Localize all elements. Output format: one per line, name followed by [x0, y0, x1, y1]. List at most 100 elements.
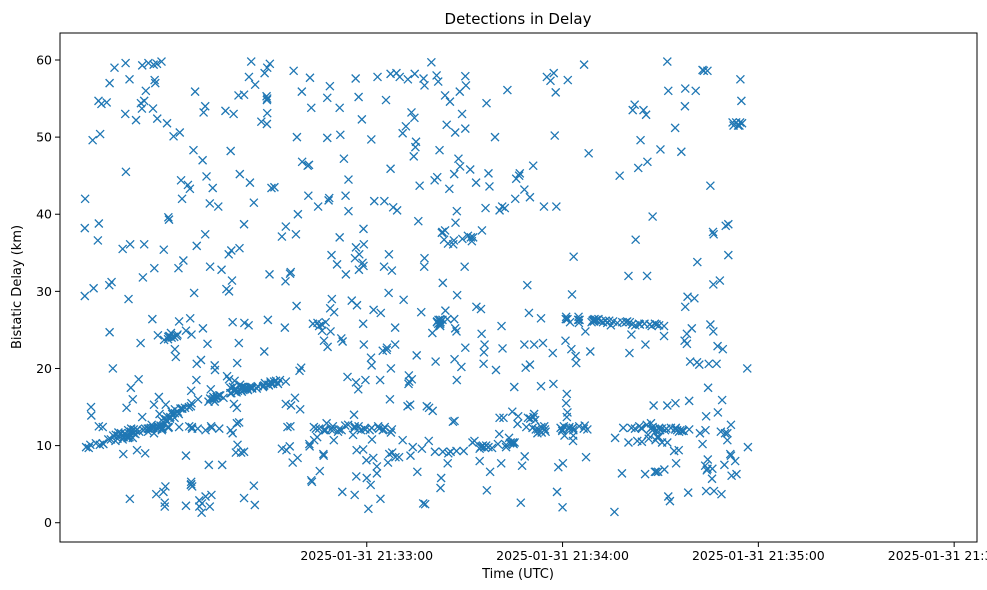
data-point: [493, 439, 503, 449]
data-point: [206, 490, 216, 500]
data-point: [244, 320, 254, 330]
data-point: [433, 77, 443, 87]
data-point: [386, 364, 396, 373]
data-point: [263, 315, 273, 325]
data-point: [359, 224, 368, 234]
data-point: [224, 374, 234, 384]
data-point: [205, 262, 215, 272]
data-point: [722, 435, 732, 445]
x-tick-label: 2025-01-31 21:33:00: [300, 548, 433, 563]
data-point: [349, 410, 359, 420]
data-point: [134, 374, 144, 384]
data-point: [709, 486, 719, 496]
data-point: [375, 375, 385, 385]
data-point: [451, 218, 460, 228]
data-point: [321, 317, 331, 327]
data-point: [444, 184, 454, 194]
x-tick-label: 2025-01-31 21:36:00: [888, 548, 987, 563]
data-point: [457, 109, 467, 119]
data-point: [622, 316, 632, 326]
data-point: [193, 394, 203, 404]
data-point: [703, 455, 713, 464]
data-point: [259, 347, 269, 356]
data-point: [262, 91, 272, 101]
data-point: [372, 461, 382, 471]
data-point: [428, 406, 438, 416]
data-point: [497, 202, 507, 211]
data-point: [379, 262, 389, 272]
data-point: [687, 323, 697, 333]
data-point: [626, 423, 636, 433]
data-point: [735, 74, 745, 84]
data-point: [386, 164, 396, 174]
data-point: [659, 321, 669, 331]
data-point: [484, 168, 493, 178]
data-point: [325, 81, 335, 91]
data-point: [236, 448, 246, 457]
data-point: [618, 423, 628, 433]
data-point: [304, 160, 314, 170]
data-point: [500, 203, 510, 213]
data-point: [174, 422, 184, 432]
data-point: [670, 123, 680, 133]
data-point: [494, 429, 504, 439]
data-point: [162, 118, 172, 128]
y-tick-label: 60: [36, 52, 52, 67]
data-point: [88, 135, 98, 145]
data-point: [181, 451, 191, 461]
data-point: [234, 338, 244, 348]
data-point: [624, 348, 634, 358]
data-point: [285, 421, 295, 431]
data-point: [412, 350, 422, 360]
data-point: [636, 135, 646, 145]
data-point: [558, 458, 568, 468]
data-point: [376, 308, 386, 318]
data-point: [440, 91, 450, 100]
data-point: [329, 435, 339, 445]
data-point: [737, 118, 747, 128]
data-point: [158, 487, 168, 497]
data-point: [228, 317, 238, 327]
data-point: [343, 420, 353, 430]
data-point: [405, 400, 415, 410]
data-point: [649, 401, 659, 410]
data-point: [181, 501, 191, 511]
data-point: [440, 225, 450, 235]
data-point: [561, 336, 570, 346]
data-point: [438, 278, 448, 288]
data-point: [589, 316, 599, 326]
data-point: [366, 353, 376, 363]
data-point: [185, 313, 195, 323]
data-point: [565, 317, 575, 327]
data-point: [120, 109, 130, 119]
data-point: [217, 460, 227, 470]
data-point: [571, 358, 581, 368]
data-point: [335, 130, 345, 140]
data-point: [358, 258, 367, 268]
data-point: [730, 456, 740, 466]
data-point: [137, 104, 147, 114]
data-point: [277, 232, 287, 242]
data-point: [281, 222, 291, 232]
data-point: [742, 364, 752, 373]
data-point: [125, 239, 135, 249]
data-point: [152, 59, 162, 69]
data-point: [118, 244, 128, 254]
data-point: [262, 63, 272, 73]
data-point: [121, 167, 131, 177]
y-tick-label: 10: [36, 438, 52, 453]
data-point: [482, 98, 491, 108]
data-point: [337, 487, 347, 497]
data-point: [659, 465, 669, 474]
data-point: [418, 498, 428, 508]
data-point: [609, 507, 619, 517]
data-point: [105, 78, 115, 88]
data-point: [654, 423, 664, 433]
data-point: [348, 430, 358, 440]
data-point: [496, 458, 506, 468]
data-point: [186, 386, 196, 396]
data-point: [199, 107, 209, 117]
data-point: [642, 157, 652, 167]
data-point: [368, 453, 378, 463]
